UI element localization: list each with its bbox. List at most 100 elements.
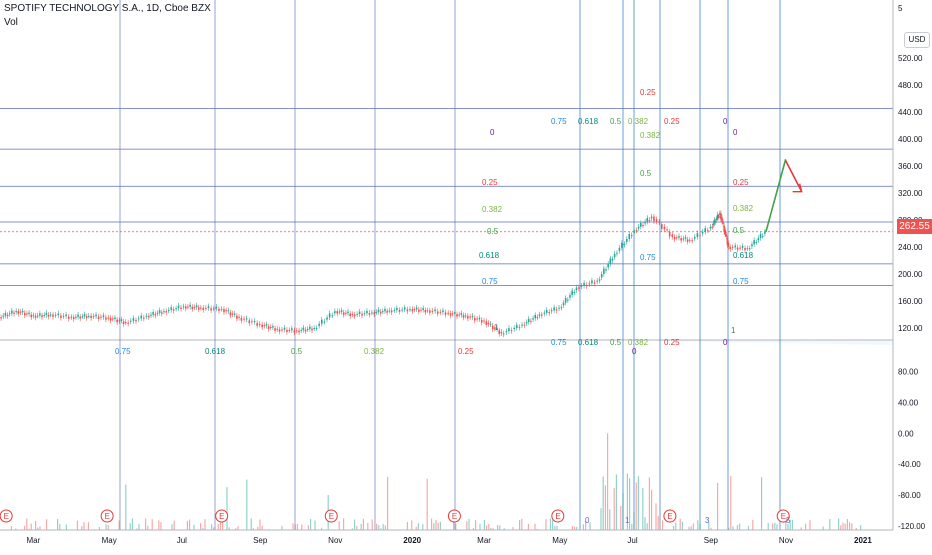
right-fan-level-mid-label: 0.25: [482, 178, 498, 187]
candle-body: [267, 326, 270, 330]
candle-body: [281, 329, 283, 331]
candle-body: [116, 319, 118, 323]
projection-arrowhead: [792, 183, 803, 193]
candle-body: [663, 226, 666, 230]
candle-body: [527, 318, 530, 323]
candle-body: [300, 330, 303, 332]
candle-body: [54, 314, 57, 316]
candle-body: [721, 217, 723, 222]
candle-body: [17, 311, 20, 314]
candle-body: [36, 315, 39, 317]
time-tick-label: Jul: [627, 536, 637, 545]
candle-body: [353, 314, 356, 317]
candle-body: [225, 310, 227, 312]
candle-body: [114, 317, 116, 320]
currency-button[interactable]: USD: [904, 32, 930, 48]
candle-body: [525, 322, 528, 324]
candle-body: [118, 320, 121, 322]
volume-bar: [246, 479, 248, 542]
candle-body: [356, 313, 358, 315]
candle-body: [478, 317, 481, 320]
right-fan-level-mid-label: 0.5: [487, 227, 499, 236]
candle-body: [304, 329, 307, 332]
volume-bar: [600, 508, 602, 542]
volume-annotation: 1: [625, 516, 630, 525]
time-tick-label: Jul: [177, 536, 187, 545]
candle-body: [165, 311, 168, 313]
price-axis-top-label: 5: [898, 4, 903, 13]
volume-bar: [644, 517, 646, 542]
candle-body: [386, 310, 388, 313]
right-fan-level-top-label: 0.382: [628, 117, 649, 126]
candle-body: [558, 307, 560, 309]
time-tick-label: Nov: [328, 536, 342, 545]
price-pane: [0, 0, 893, 340]
volume-tick-label: -40.00: [898, 460, 921, 469]
candle-body: [476, 318, 478, 320]
candle-body: [97, 316, 100, 319]
candle-body: [45, 312, 48, 316]
candle-body: [642, 225, 644, 227]
candle-body: [345, 312, 347, 314]
candle-body: [384, 308, 386, 312]
candle-body: [653, 216, 655, 222]
volume-bar: [717, 482, 719, 542]
candle-body: [523, 324, 526, 326]
candle-body: [748, 248, 751, 250]
candle-body: [713, 219, 716, 224]
candle-body: [132, 318, 135, 321]
time-tick-label: May: [102, 536, 117, 545]
right-far-level-label: 0.25: [733, 178, 749, 187]
candle-body: [207, 306, 210, 309]
candle-body: [92, 316, 95, 318]
earnings-marker: [100, 509, 114, 523]
time-tick-label: 2021: [854, 536, 872, 545]
candle-body: [598, 279, 601, 281]
candle-body: [8, 313, 11, 315]
candle-body: [739, 247, 741, 249]
candle-body: [413, 309, 416, 311]
candle-body: [744, 248, 746, 251]
price-axis-bg: [893, 0, 932, 550]
candle-body: [227, 310, 230, 312]
candle-body: [588, 283, 591, 285]
candle-body: [403, 307, 406, 310]
candle-body: [650, 216, 653, 219]
candle-body: [734, 245, 736, 248]
price-tick-label: 160.00: [898, 297, 923, 306]
volume-bar: [651, 489, 653, 542]
right-inner-one-label: 1: [731, 326, 736, 335]
candle-body: [567, 299, 569, 301]
candle-body: [371, 312, 373, 314]
candle-body: [19, 311, 22, 313]
candle-body: [129, 320, 132, 322]
candle-body: [65, 314, 67, 317]
candle-body: [661, 224, 663, 229]
candle-body: [311, 328, 313, 331]
candle-body: [122, 321, 125, 325]
right-fan-level-top-label: 0: [723, 117, 728, 126]
candle-body: [263, 325, 266, 327]
right-fan-level-bottom-label: 0.618: [578, 338, 599, 347]
candle-body: [569, 295, 571, 298]
earnings-marker-label: E: [555, 512, 560, 521]
earnings-marker-label: E: [329, 512, 334, 521]
candle-body: [473, 317, 476, 321]
candle-body: [388, 310, 391, 312]
candle-body: [95, 314, 97, 317]
candle-body: [605, 269, 607, 271]
candle-body: [456, 314, 458, 317]
candle-body: [578, 287, 580, 289]
candle-body: [102, 315, 105, 318]
candle-body: [508, 328, 510, 332]
right-fan-level-mid-label: 0.618: [479, 251, 500, 260]
volume-bar: [655, 503, 657, 542]
candle-body: [135, 320, 137, 322]
candle-body: [189, 304, 191, 307]
candle-body: [699, 235, 701, 237]
earnings-marker: [663, 509, 677, 523]
candle-body: [379, 311, 382, 314]
candle-body: [693, 236, 696, 239]
